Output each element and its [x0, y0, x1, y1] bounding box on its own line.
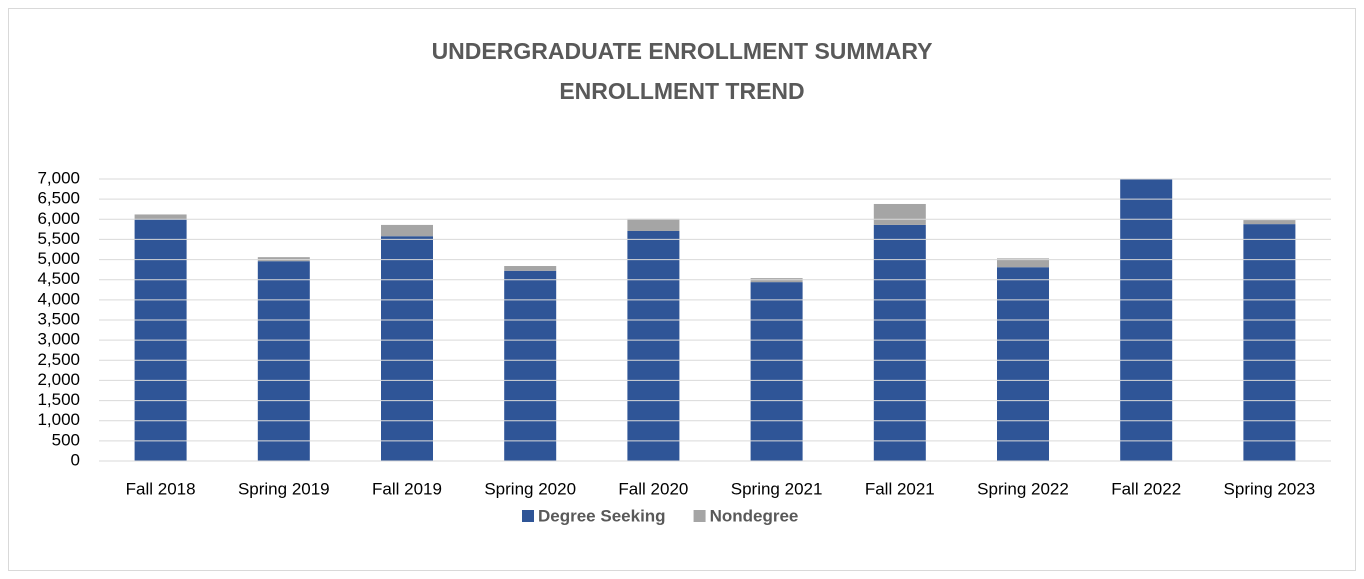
x-tick-label: Spring 2023	[1224, 479, 1316, 498]
bar-segment	[1243, 220, 1296, 225]
bar-segment	[134, 214, 187, 220]
bar-segment	[381, 224, 433, 237]
y-tick-label: 500	[52, 430, 80, 449]
y-tick-label: 5,000	[37, 249, 80, 268]
y-tick-label: 1,000	[37, 410, 80, 429]
y-tick-label: 3,000	[37, 330, 80, 349]
legend-label: Nondegree	[710, 506, 799, 525]
y-tick-label: 3,500	[37, 309, 80, 328]
bar-segment	[257, 261, 310, 461]
chart-title: UNDERGRADUATE ENROLLMENT SUMMARY	[432, 38, 933, 64]
legend-label: Degree Seeking	[538, 506, 666, 525]
x-tick-label: Fall 2021	[865, 479, 935, 498]
bar-segment	[381, 236, 433, 461]
x-tick-label: Spring 2021	[731, 479, 823, 498]
x-tick-label: Spring 2022	[977, 479, 1069, 498]
x-tick-label: Spring 2020	[484, 479, 576, 498]
bar-segment	[873, 203, 926, 225]
legend-swatch	[522, 510, 534, 522]
y-tick-label: 2,500	[37, 350, 80, 369]
bar-segment	[873, 224, 926, 461]
bar-segment	[997, 267, 1049, 461]
y-tick-label: 6,000	[37, 209, 80, 228]
y-tick-label: 4,500	[37, 269, 80, 288]
bar-segment	[504, 266, 557, 271]
bar-segment	[627, 230, 680, 461]
bar-segment	[504, 270, 557, 461]
y-tick-label: 5,500	[37, 229, 80, 248]
x-tick-label: Fall 2019	[372, 479, 442, 498]
legend-swatch	[693, 510, 706, 522]
bar-segment	[997, 258, 1049, 268]
y-tick-label: 0	[71, 450, 80, 469]
bar-segment	[750, 282, 803, 461]
bar-segment	[1243, 224, 1296, 461]
y-tick-label: 4,000	[37, 289, 80, 308]
y-tick-label: 6,500	[37, 189, 80, 208]
x-tick-label: Fall 2022	[1111, 479, 1181, 498]
chart-subtitle: ENROLLMENT TREND	[559, 78, 804, 104]
y-tick-label: 7,000	[37, 168, 80, 187]
y-tick-label: 2,000	[37, 370, 80, 389]
bar-segment	[627, 218, 680, 231]
y-tick-label: 1,500	[37, 390, 80, 409]
x-tick-label: Fall 2018	[126, 479, 196, 498]
x-tick-label: Fall 2020	[618, 479, 688, 498]
x-tick-label: Spring 2019	[238, 479, 330, 498]
